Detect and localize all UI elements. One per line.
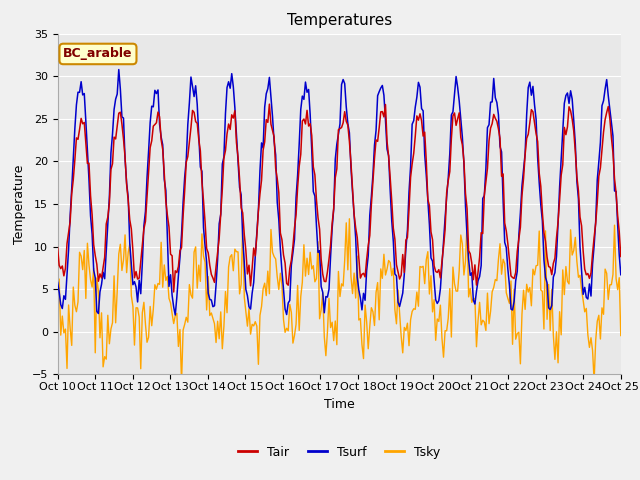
Text: BC_arable: BC_arable <box>63 48 132 60</box>
Title: Temperatures: Temperatures <box>287 13 392 28</box>
X-axis label: Time: Time <box>324 397 355 410</box>
Y-axis label: Temperature: Temperature <box>13 164 26 244</box>
Legend: Tair, Tsurf, Tsky: Tair, Tsurf, Tsky <box>234 441 445 464</box>
